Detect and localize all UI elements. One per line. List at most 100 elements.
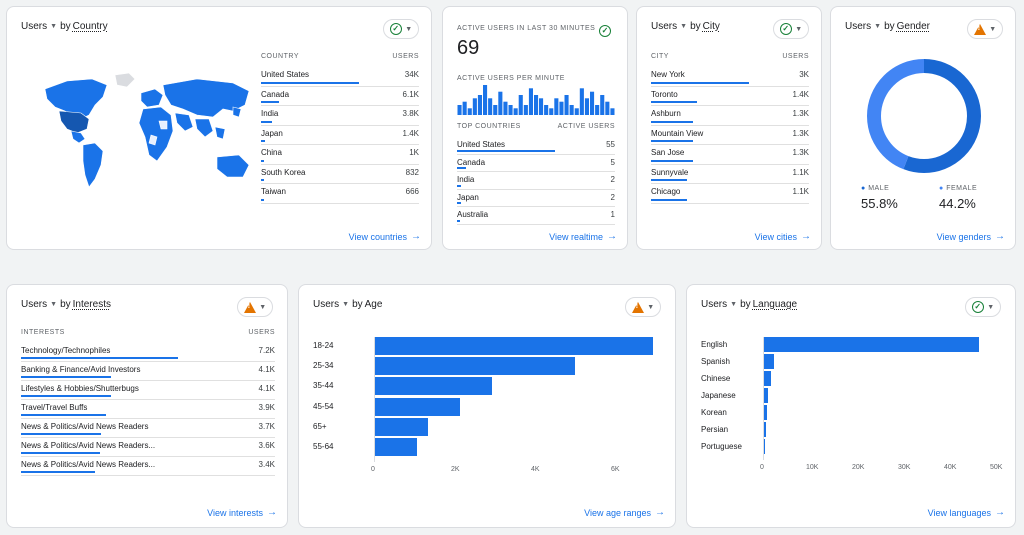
minute-bar[interactable] — [462, 101, 467, 115]
table-row[interactable]: San Jose 1.3K — [651, 145, 809, 165]
gender-donut-chart[interactable] — [865, 57, 983, 175]
card-title[interactable]: Users ▼ by City — [651, 21, 720, 32]
table-row[interactable]: India 3.8K — [261, 106, 419, 126]
world-map[interactable] — [37, 71, 257, 201]
caret-icon[interactable]: ▼ — [342, 301, 350, 308]
link-label[interactable]: View genders — [936, 231, 991, 242]
metric-label[interactable]: Users — [845, 21, 872, 32]
dimension-label[interactable]: Age — [364, 299, 383, 310]
bar[interactable] — [374, 377, 492, 396]
status-dropdown[interactable]: ✓ ▼ — [965, 297, 1001, 317]
table-row[interactable]: South Korea 832 — [261, 165, 419, 184]
minute-bar[interactable] — [569, 105, 574, 115]
minute-bar[interactable] — [528, 88, 533, 115]
minute-bar[interactable] — [488, 98, 493, 115]
female-slice[interactable] — [867, 59, 981, 173]
bar[interactable] — [763, 337, 980, 352]
caret-icon[interactable]: ▼ — [680, 23, 688, 30]
link-label[interactable]: View cities — [754, 231, 797, 242]
status-dropdown[interactable]: ✓ ▼ — [773, 19, 809, 39]
table-row[interactable]: News & Politics/Avid News Readers 3.7K — [21, 419, 275, 438]
table-row[interactable]: Toronto 1.4K — [651, 87, 809, 106]
minute-bar[interactable] — [477, 95, 482, 115]
language-bar-chart[interactable]: English Spanish Chinese Japanese Korean Persi… — [687, 285, 1017, 485]
table-row[interactable]: India 2 — [457, 172, 615, 190]
view-cities-link[interactable]: View cities → — [755, 231, 811, 242]
link-label[interactable]: View interests — [207, 507, 263, 518]
link-label[interactable]: View countries — [348, 231, 407, 242]
dimension-label[interactable]: Interests — [72, 299, 111, 310]
minute-bar[interactable] — [559, 101, 564, 115]
minute-bar[interactable] — [498, 91, 503, 115]
caret-icon[interactable]: ▼ — [730, 301, 738, 308]
minute-bar[interactable] — [513, 108, 518, 115]
minute-bar[interactable] — [518, 95, 523, 115]
table-row[interactable]: United States 34K — [261, 67, 419, 87]
table-row[interactable]: Canada 6.1K — [261, 87, 419, 106]
view-genders-link[interactable]: View genders → — [937, 231, 1005, 242]
table-row[interactable]: Japan 2 — [457, 190, 615, 207]
status-dropdown[interactable]: ▼ — [967, 19, 1003, 39]
bar[interactable] — [374, 337, 653, 355]
link-label[interactable]: View age ranges — [584, 507, 651, 518]
table-row[interactable]: Chicago 1.1K — [651, 184, 809, 204]
card-title[interactable]: Users ▼ by Interests — [21, 299, 111, 310]
bar[interactable] — [374, 417, 428, 436]
metric-label[interactable]: Users — [21, 21, 48, 32]
minute-bar[interactable] — [610, 108, 615, 115]
minute-bar[interactable] — [590, 91, 595, 115]
bar[interactable] — [763, 405, 768, 420]
metric-label[interactable]: Users — [313, 299, 340, 310]
table-row[interactable]: News & Politics/Avid News Readers... 3.4K — [21, 457, 275, 476]
card-title[interactable]: Users ▼ by Age — [313, 299, 382, 310]
bar[interactable] — [763, 422, 766, 437]
table-row[interactable]: Australia 1 — [457, 207, 615, 225]
card-title[interactable]: Users ▼ by Language — [701, 299, 797, 310]
bar[interactable] — [763, 354, 774, 369]
table-row[interactable]: Ashburn 1.3K — [651, 106, 809, 126]
dimension-label[interactable]: Language — [752, 299, 798, 310]
table-row[interactable]: Travel/Travel Buffs 3.9K — [21, 400, 275, 419]
bar[interactable] — [763, 439, 766, 454]
status-dropdown[interactable]: ▼ — [237, 297, 273, 317]
bar[interactable] — [374, 438, 417, 456]
dimension-label[interactable]: City — [702, 21, 720, 32]
table-row[interactable]: United States 55 — [457, 137, 615, 155]
table-row[interactable]: Sunnyvale 1.1K — [651, 165, 809, 184]
status-indicator[interactable]: ✓ — [593, 21, 617, 41]
view-realtime-link[interactable]: View realtime → — [549, 231, 617, 242]
view-countries-link[interactable]: View countries → — [349, 231, 421, 242]
minute-bar[interactable] — [483, 85, 488, 115]
table-row[interactable]: Japan 1.4K — [261, 126, 419, 145]
minute-bar[interactable] — [472, 98, 477, 115]
age-bar-chart[interactable]: 18-24 25-34 35-44 45-54 65+ 55-64 0 2K 4K 6K — [299, 285, 677, 485]
minute-bar[interactable] — [503, 101, 508, 115]
metric-label[interactable]: Users — [701, 299, 728, 310]
minute-bar[interactable] — [574, 108, 579, 115]
minute-bar[interactable] — [544, 105, 549, 115]
metric-label[interactable]: Users — [21, 299, 48, 310]
table-row[interactable]: News & Politics/Avid News Readers... 3.6K — [21, 438, 275, 457]
view-age-ranges-link[interactable]: View age ranges → — [584, 507, 665, 518]
minute-bar[interactable] — [564, 95, 569, 115]
table-row[interactable]: Banking & Finance/Avid Investors 4.1K — [21, 362, 275, 381]
table-row[interactable]: Mountain View 1.3K — [651, 126, 809, 145]
minute-bar[interactable] — [584, 98, 589, 115]
link-label[interactable]: View realtime — [549, 231, 603, 242]
card-title[interactable]: Users ▼ by Gender — [845, 21, 930, 32]
bar[interactable] — [763, 371, 772, 386]
dimension-label[interactable]: Country — [72, 21, 108, 32]
minute-bar[interactable] — [600, 95, 605, 115]
minute-bar[interactable] — [508, 105, 513, 115]
link-label[interactable]: View languages — [927, 507, 991, 518]
caret-icon[interactable]: ▼ — [874, 23, 882, 30]
status-dropdown[interactable]: ✓ ▼ — [383, 19, 419, 39]
minute-bar[interactable] — [539, 98, 544, 115]
dimension-label[interactable]: Gender — [896, 21, 930, 32]
view-interests-link[interactable]: View interests → — [207, 507, 277, 518]
per-minute-chart[interactable] — [457, 85, 615, 115]
view-languages-link[interactable]: View languages → — [928, 507, 1005, 518]
minute-bar[interactable] — [595, 105, 600, 115]
metric-label[interactable]: Users — [651, 21, 678, 32]
minute-bar[interactable] — [467, 108, 472, 115]
